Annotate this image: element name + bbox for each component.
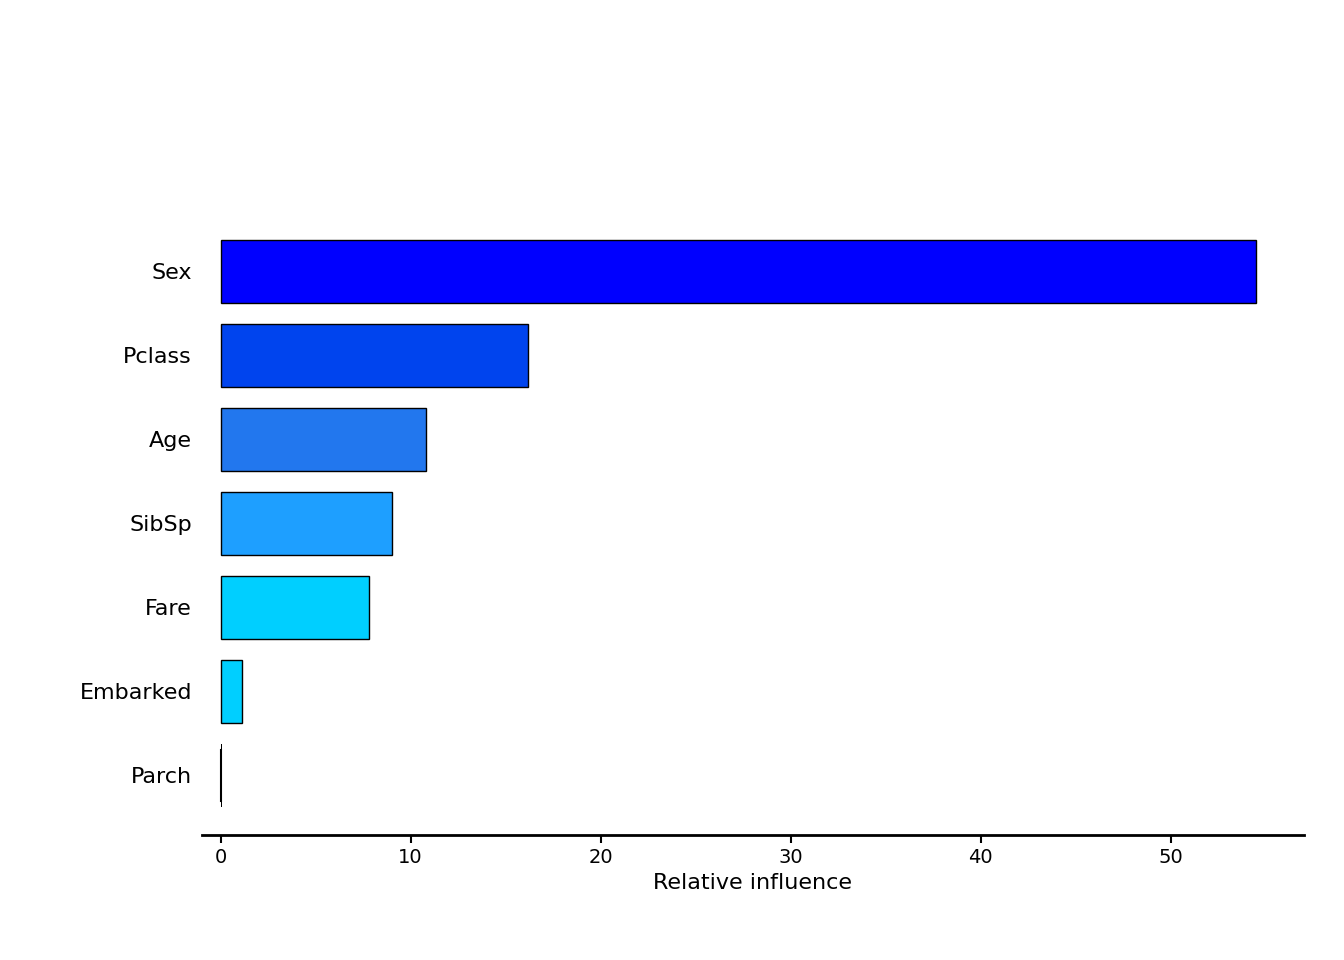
Bar xyxy=(220,576,368,638)
Bar xyxy=(220,324,528,387)
Bar xyxy=(220,492,391,555)
Bar xyxy=(220,408,426,470)
Bar xyxy=(220,660,242,723)
Bar xyxy=(220,240,1257,302)
X-axis label: Relative influence: Relative influence xyxy=(653,873,852,893)
